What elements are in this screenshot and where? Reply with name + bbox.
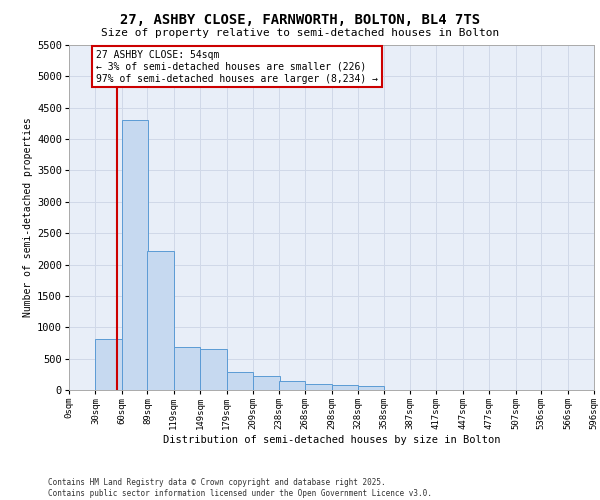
Bar xyxy=(358,386,385,390)
Bar xyxy=(227,372,253,390)
Bar xyxy=(95,338,122,390)
Text: 27, ASHBY CLOSE, FARNWORTH, BOLTON, BL4 7TS: 27, ASHBY CLOSE, FARNWORTH, BOLTON, BL4 … xyxy=(120,12,480,26)
Text: Contains HM Land Registry data © Crown copyright and database right 2025.
Contai: Contains HM Land Registry data © Crown c… xyxy=(48,478,432,498)
Bar xyxy=(305,384,331,390)
Bar xyxy=(278,381,305,390)
Y-axis label: Number of semi-detached properties: Number of semi-detached properties xyxy=(23,118,33,318)
Text: Size of property relative to semi-detached houses in Bolton: Size of property relative to semi-detach… xyxy=(101,28,499,38)
Bar xyxy=(122,120,148,390)
Text: 27 ASHBY CLOSE: 54sqm
← 3% of semi-detached houses are smaller (226)
97% of semi: 27 ASHBY CLOSE: 54sqm ← 3% of semi-detac… xyxy=(97,50,379,84)
Bar xyxy=(200,348,227,390)
Bar xyxy=(174,348,200,390)
Bar xyxy=(148,250,174,390)
X-axis label: Distribution of semi-detached houses by size in Bolton: Distribution of semi-detached houses by … xyxy=(163,434,500,445)
Bar xyxy=(331,385,358,390)
Bar xyxy=(253,376,280,390)
